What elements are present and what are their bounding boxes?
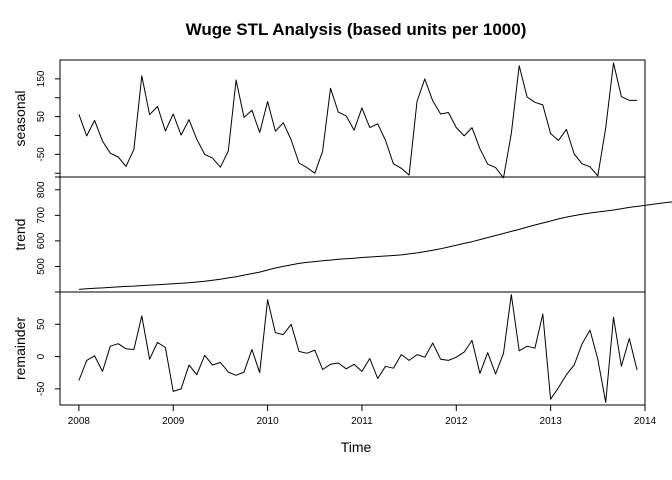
x-axis-label: Time (341, 439, 372, 455)
y-tick-label: 0 (36, 353, 47, 359)
y-tick-label: 50 (36, 111, 47, 123)
y-tick-label: -50 (36, 381, 47, 396)
y-tick-label: 800 (36, 181, 47, 198)
panel-trend: 500 600 700 800 trend (12, 176, 672, 293)
panel-remainder: -50 0 50 remainder (12, 291, 646, 406)
series-line-remainder (78, 294, 638, 403)
x-tick-label: 2012 (445, 416, 468, 427)
y-tick-label: 700 (36, 207, 47, 224)
x-tick-label: 2010 (256, 416, 279, 427)
y-tick-label: 500 (36, 258, 47, 275)
panel-seasonal: -50 50 150 seasonal (12, 59, 646, 179)
x-axis: 2008 2009 2010 2011 2012 2013 2014 (68, 405, 657, 427)
panel-frame-seasonal (59, 59, 646, 178)
y-tick-label: 50 (36, 318, 47, 330)
panel-frame-remainder (59, 291, 646, 406)
x-tick-label: 2013 (540, 416, 563, 427)
chart-title: Wuge STL Analysis (based units per 1000) (186, 20, 527, 39)
panel-label-trend: trend (12, 219, 28, 251)
y-tick-label: 600 (36, 232, 47, 249)
x-tick-label: 2008 (68, 416, 91, 427)
y-tick-label: 150 (36, 70, 47, 87)
panels-layer: -50 50 150 seasonal 500 600 700 800 trend -50 0 50 r… (12, 59, 672, 406)
x-tick-label: 2009 (162, 416, 185, 427)
panel-frame-trend (59, 176, 646, 293)
y-tick-label: -50 (36, 147, 47, 162)
series-line-seasonal (78, 62, 638, 179)
panel-label-seasonal: seasonal (12, 90, 28, 146)
panel-label-remainder: remainder (12, 317, 28, 380)
series-line-trend (78, 201, 672, 290)
x-tick-label: 2011 (351, 416, 373, 427)
x-tick-label: 2014 (634, 416, 657, 427)
